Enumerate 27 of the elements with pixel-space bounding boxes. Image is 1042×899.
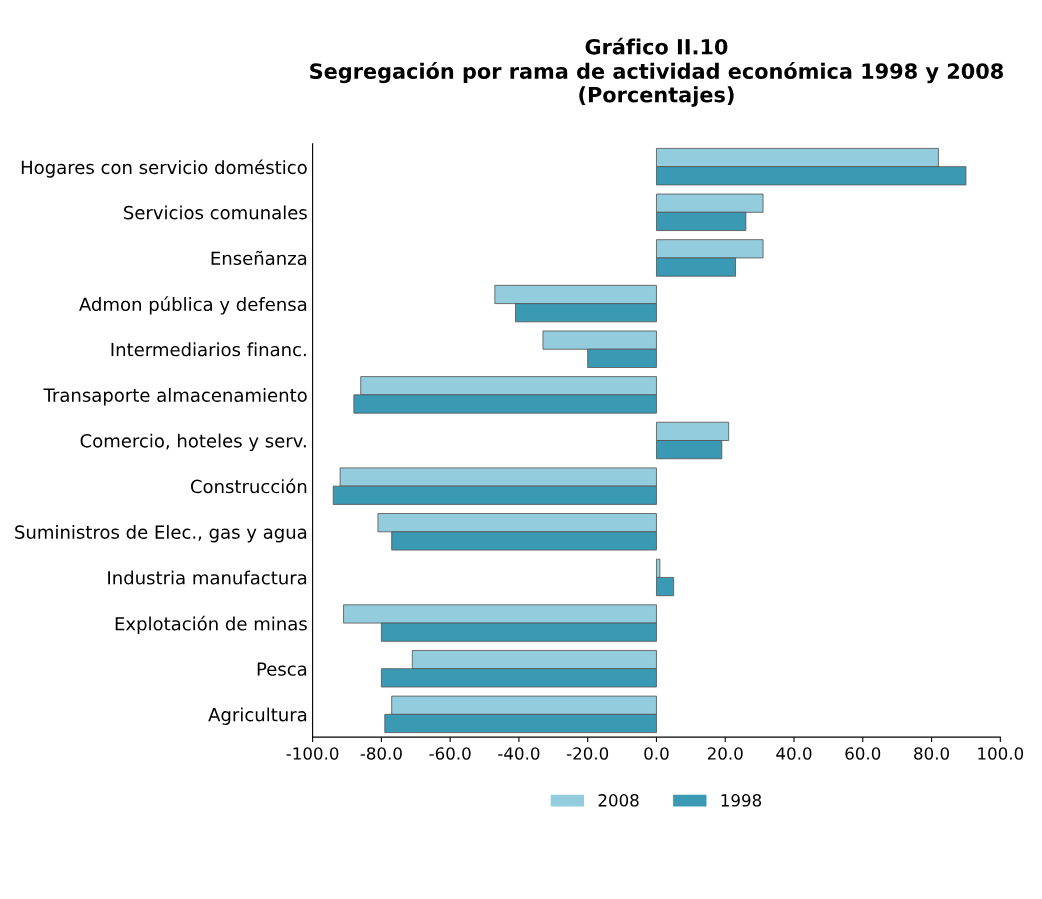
x-tick-label: 100.0 xyxy=(978,747,1024,760)
y-tick-label: Enseñanza xyxy=(211,250,307,266)
y-tick-label: Industria manufactura xyxy=(108,570,307,585)
y-tick-label: Pesca xyxy=(257,662,307,676)
x-tick-label: -80.0 xyxy=(360,747,402,760)
y-tick-label: Servicios comunales xyxy=(124,205,307,220)
y-tick-label: Intermediarios financ. xyxy=(111,342,306,357)
x-tick-label: 0.0 xyxy=(644,747,669,760)
chart-title: Gráfico II.10 Segregación por rama de actividad económica 1998 y 2008 (Porcentajes) xyxy=(310,37,1003,107)
y-tick-label: Transaporte almacenamiento xyxy=(43,388,307,406)
y-tick-label: Admon pública y defensa xyxy=(79,296,307,315)
y-tick-label: Construcción xyxy=(190,478,307,494)
y-tick-label: Comercio, hoteles y serv. xyxy=(80,433,306,452)
y-tick-label: Agricultura xyxy=(208,707,307,725)
x-tick-label: 20.0 xyxy=(707,747,743,760)
x-tick-label: -100.0 xyxy=(286,747,339,760)
legend-label: 2008 xyxy=(598,794,639,807)
x-tick-label: 80.0 xyxy=(914,747,949,760)
x-tick-label: 40.0 xyxy=(776,747,812,760)
x-tick-label: -40.0 xyxy=(498,747,540,760)
y-tick-label: Suministros de Elec., gas y agua xyxy=(15,524,307,543)
x-tick-label: -60.0 xyxy=(429,747,471,760)
x-tick-label: 60.0 xyxy=(845,747,881,760)
y-tick-label: Explotación de minas xyxy=(115,615,307,635)
x-tick-label: -20.0 xyxy=(566,747,609,760)
y-tick-label: Hogares con servicio doméstico xyxy=(21,159,307,178)
legend-label: 1998 xyxy=(721,794,762,807)
